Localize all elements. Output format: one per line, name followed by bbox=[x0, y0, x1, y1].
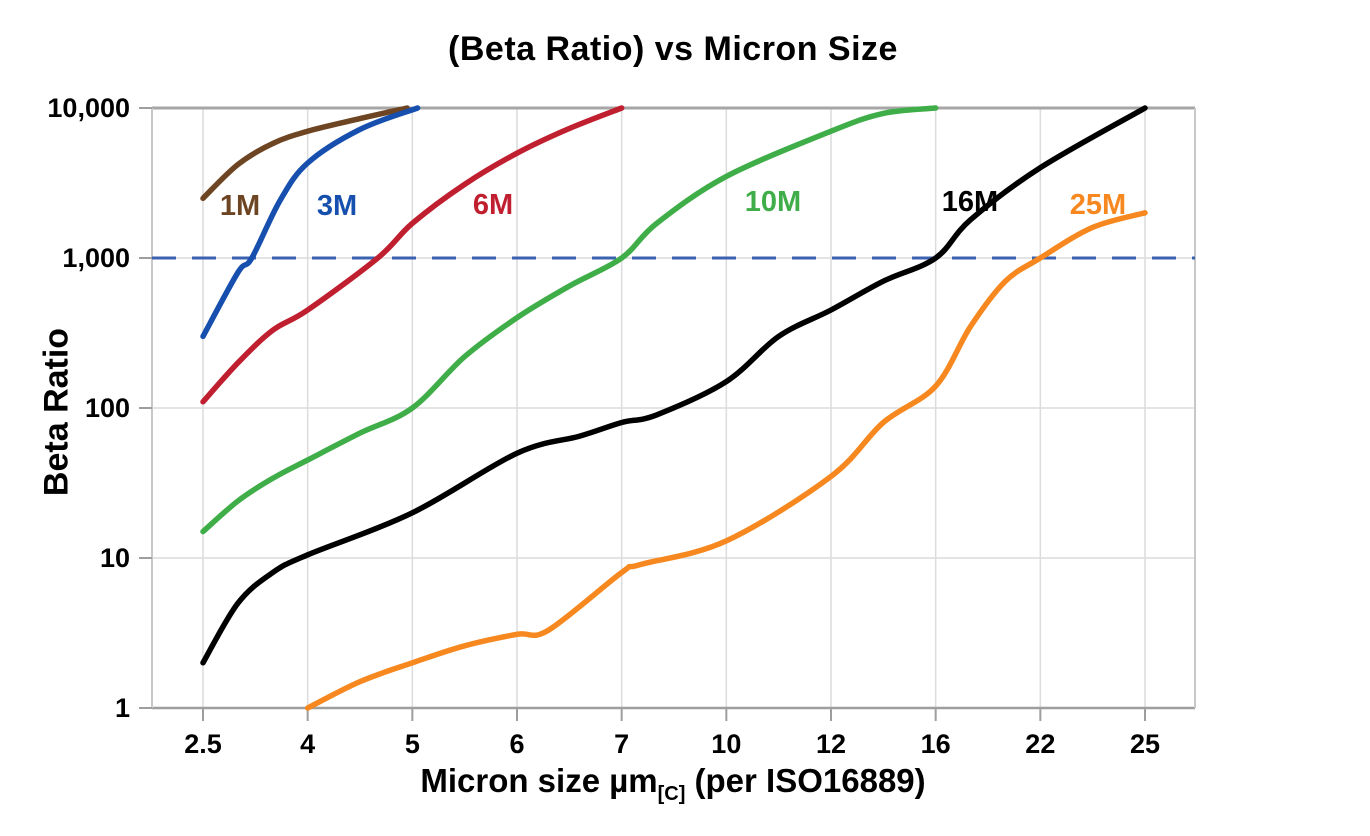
x-axis-title-subscript: [C] bbox=[657, 783, 686, 805]
x-tick-label: 4 bbox=[300, 729, 315, 759]
series-label-1M: 1M bbox=[220, 190, 260, 222]
x-axis-title-rest: (per ISO16889) bbox=[685, 762, 926, 799]
series-label-16M: 16M bbox=[942, 186, 998, 218]
series-label-3M: 3M bbox=[317, 190, 357, 222]
series-label-6M: 6M bbox=[473, 189, 513, 221]
x-tick-label: 22 bbox=[1025, 729, 1055, 759]
chart-title: (Beta Ratio) vs Micron Size bbox=[448, 30, 898, 68]
y-tick-label: 1 bbox=[115, 693, 130, 723]
x-tick-label: 10 bbox=[711, 729, 741, 759]
series-line-3M bbox=[200, 105, 421, 340]
series-line-1M bbox=[200, 105, 410, 202]
y-tick-label: 10 bbox=[100, 543, 130, 573]
x-tick-label: 2.5 bbox=[184, 729, 222, 759]
x-axis-title-main: Micron size µm bbox=[420, 762, 658, 799]
x-tick-label: 16 bbox=[921, 729, 951, 759]
x-tick-label: 6 bbox=[509, 729, 524, 759]
series-line-25M bbox=[304, 210, 1148, 711]
x-tick-label: 7 bbox=[614, 729, 629, 759]
series-label-25M: 25M bbox=[1070, 189, 1126, 221]
series-line-10M bbox=[200, 105, 939, 535]
x-tick-label: 5 bbox=[405, 729, 420, 759]
series-label-10M: 10M bbox=[745, 186, 801, 218]
series-line-16M bbox=[200, 105, 1148, 666]
x-tick-label: 25 bbox=[1130, 729, 1160, 759]
y-axis-title: Beta Ratio bbox=[37, 327, 76, 497]
y-tick-label: 100 bbox=[85, 393, 130, 423]
series-line-6M bbox=[200, 105, 625, 405]
x-axis-title: Micron size µm[C] (per ISO16889) bbox=[0, 762, 1346, 805]
y-tick-label: 1,000 bbox=[62, 243, 130, 273]
x-tick-label: 12 bbox=[816, 729, 846, 759]
y-tick-label: 10,000 bbox=[47, 93, 130, 123]
